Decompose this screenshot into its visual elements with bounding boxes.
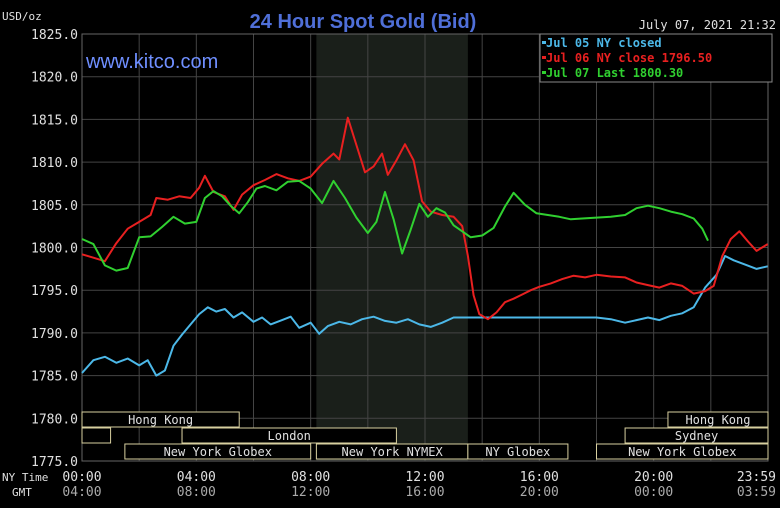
gmt-tick: 08:00 (177, 485, 216, 500)
legend-item-jul06: Jul 06 NY close 1796.50 (546, 51, 712, 65)
ny-time-tick: 23:59 (737, 470, 776, 485)
session-label: NY Globex (485, 445, 550, 459)
y-axis-unit: USD/oz (2, 10, 42, 23)
gmt-tick: 03:59 (737, 485, 776, 500)
y-axis-ticks: 1775.0 1780.0 1785.0 1790.0 1795.0 1800.0 1805… (31, 28, 78, 470)
legend: Jul 05 NY closed Jul 06 NY close 1796.50… (539, 33, 773, 83)
ny-time-tick: 12:00 (405, 470, 444, 485)
y-tick-label: 1795.0 (31, 284, 78, 299)
y-tick-label: 1790.0 (31, 327, 78, 342)
session-box (624, 427, 769, 444)
session-label: London (268, 429, 311, 443)
session-box (81, 427, 112, 444)
series-line-2 (81, 179, 709, 272)
ny-time-tick: 16:00 (520, 470, 559, 485)
session-label: New York Globex (164, 445, 272, 459)
ny-time-tick: 20:00 (634, 470, 673, 485)
session-label: New York Globex (628, 445, 736, 459)
ny-time-tick: 00:00 (62, 470, 101, 485)
session-box (667, 411, 769, 428)
session-box (596, 443, 769, 460)
session-label: New York NYMEX (342, 445, 444, 459)
session-box (124, 443, 312, 460)
chart-title: 24 Hour Spot Gold (Bid) (250, 11, 477, 33)
gmt-tick: 12:00 (291, 485, 330, 500)
session-label: Hong Kong (685, 413, 750, 427)
gmt-tick: 16:00 (405, 485, 444, 500)
ny-time-tick: 04:00 (177, 470, 216, 485)
y-tick-label: 1780.0 (31, 412, 78, 427)
y-tick-label: 1810.0 (31, 156, 78, 171)
timestamp: July 07, 2021 21:32 (639, 18, 776, 32)
session-box (81, 411, 240, 428)
legend-item-jul05: Jul 05 NY closed (546, 36, 662, 50)
price-series (81, 116, 769, 377)
session-label: Sydney (675, 429, 718, 443)
y-tick-label: 1775.0 (31, 455, 78, 470)
market-sessions: Hong Kong Hong Kong London Sydney New York G… (81, 411, 769, 460)
ny-time-tick: 08:00 (291, 470, 330, 485)
session-label: Hong Kong (128, 413, 193, 427)
plot-border (81, 33, 769, 462)
series-line-1 (81, 116, 769, 321)
y-tick-label: 1820.0 (31, 71, 78, 86)
ny-time-label: NY Time (2, 471, 48, 484)
y-tick-label: 1805.0 (31, 199, 78, 214)
session-box (467, 443, 569, 460)
session-box (181, 427, 397, 444)
y-tick-label: 1800.0 (31, 242, 78, 257)
gmt-tick: 00:00 (634, 485, 673, 500)
legend-item-jul07: Jul 07 Last 1800.30 (546, 66, 683, 80)
series-line-0 (81, 255, 768, 377)
y-tick-label: 1815.0 (31, 113, 78, 128)
gmt-label: GMT (12, 486, 32, 499)
y-tick-label: 1825.0 (31, 28, 78, 43)
gmt-tick: 20:00 (520, 485, 559, 500)
gmt-tick: 04:00 (62, 485, 101, 500)
y-tick-label: 1785.0 (31, 370, 78, 385)
time-axis: 00:0004:0004:0008:0008:0012:0012:0016:00… (62, 470, 776, 500)
brand-watermark: www.kitco.com (85, 51, 218, 73)
